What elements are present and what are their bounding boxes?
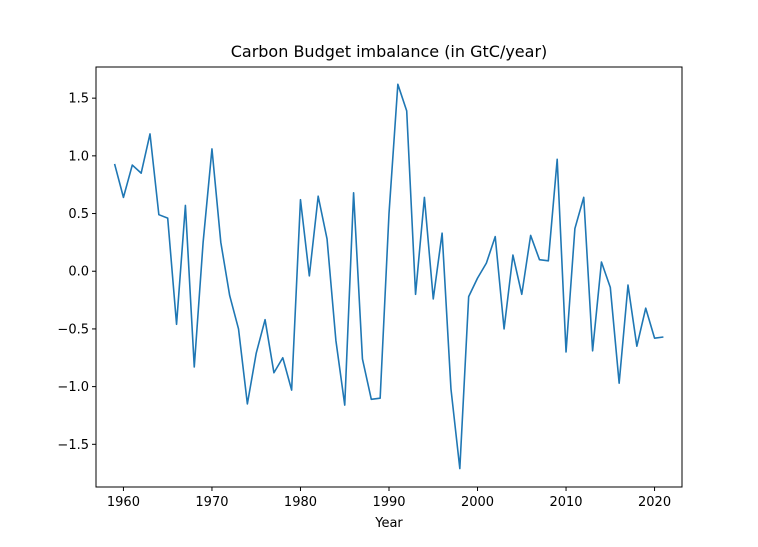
x-tick-label: 2020	[638, 495, 671, 510]
x-axis-ticks: 1960 1970 1980 1990 2000 2010 2020	[107, 487, 671, 510]
x-axis-label: Year	[374, 516, 403, 531]
y-tick-label: 1.0	[68, 149, 89, 164]
x-tick-label: 1960	[107, 495, 140, 510]
y-axis-ticks: −1.5 −1.0 −0.5 0.0 0.5 1.0 1.5	[57, 92, 96, 453]
plot-frame	[95, 66, 683, 488]
y-tick-label: 0.5	[68, 207, 89, 222]
x-tick-label: 1990	[372, 495, 405, 510]
x-tick-label: 2010	[549, 495, 582, 510]
y-tick-label: −1.5	[57, 438, 89, 453]
x-tick-label: 2000	[461, 495, 494, 510]
x-tick-label: 1980	[284, 495, 317, 510]
y-tick-label: 0.0	[68, 265, 89, 280]
series-line	[113, 83, 664, 470]
y-tick-label: −1.0	[57, 380, 89, 395]
x-tick-label: 1970	[195, 495, 228, 510]
y-tick-label: −0.5	[57, 322, 89, 337]
series-layer	[113, 83, 664, 470]
y-tick-label: 1.5	[68, 92, 89, 107]
chart-title: Carbon Budget imbalance (in GtC/year)	[231, 42, 548, 61]
